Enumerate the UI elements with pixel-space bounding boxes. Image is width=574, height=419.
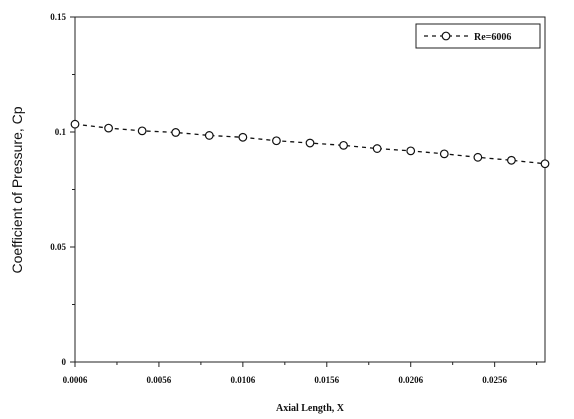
data-point	[406, 146, 416, 156]
x-tick-label: 0.0106	[230, 375, 255, 385]
legend: Re=6006	[415, 23, 541, 49]
series-layer	[70, 119, 550, 169]
legend-marker	[441, 31, 451, 41]
y-axis-title: Coefficient of Pressure, Cp	[9, 106, 25, 273]
x-tick-label: 0.0056	[147, 375, 172, 385]
x-axis-ticks: 0.0006 0.0056 0.0106 0.0156 0.0206 0.0256	[63, 362, 538, 385]
x-tick-label: 0.0156	[314, 375, 339, 385]
data-point	[507, 155, 516, 165]
legend-box	[415, 23, 541, 49]
data-point	[339, 140, 348, 150]
data-point	[305, 138, 315, 148]
data-point	[439, 149, 449, 159]
y-tick-label: 0	[62, 357, 67, 367]
data-point	[473, 152, 483, 162]
legend-label: Re=6006	[474, 32, 511, 43]
data-point	[540, 159, 550, 169]
data-point	[372, 144, 382, 153]
data-point	[137, 126, 147, 136]
y-axis-ticks: 0 0.05 0.1 0.15	[50, 12, 75, 367]
data-point	[70, 119, 80, 129]
x-tick-label: 0.0206	[398, 375, 423, 385]
x-axis-title: Axial Length, X	[276, 403, 345, 414]
data-point	[171, 128, 181, 137]
y-tick-label: 0.05	[50, 242, 66, 252]
data-point	[238, 132, 248, 142]
y-tick-label: 0.1	[55, 127, 67, 137]
x-tick-label: 0.0006	[63, 375, 88, 385]
plot-area	[74, 16, 546, 363]
data-point	[104, 123, 113, 133]
data-point	[272, 136, 281, 146]
data-point	[204, 131, 214, 140]
x-tick-label: 0.0256	[482, 375, 507, 385]
y-tick-label: 0.15	[50, 12, 66, 22]
